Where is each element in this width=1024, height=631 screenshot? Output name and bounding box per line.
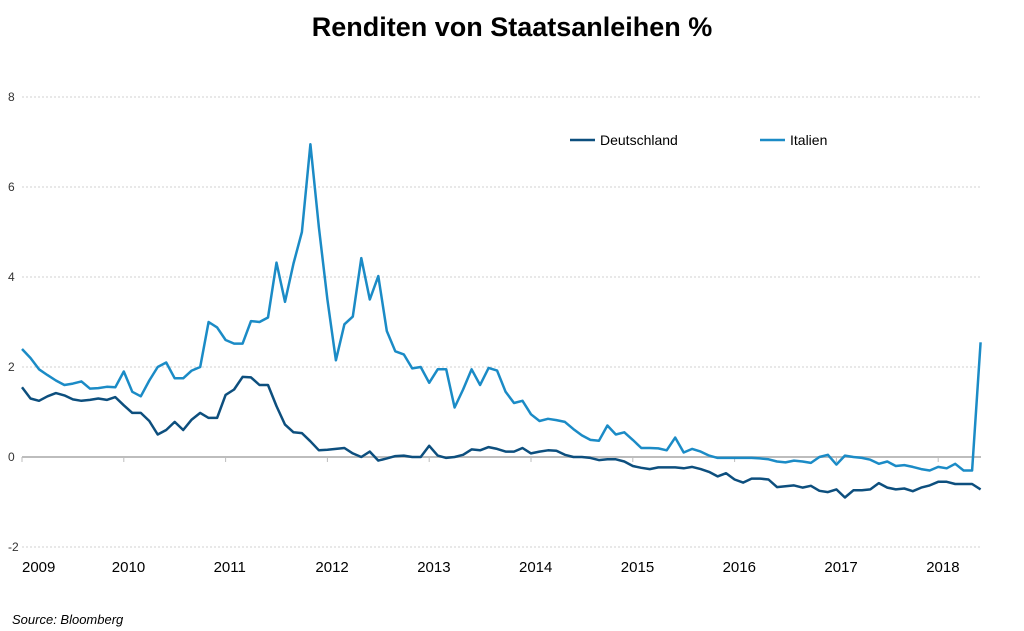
y-tick-label: 0 <box>8 450 15 464</box>
legend-label-italien: Italien <box>790 132 827 148</box>
series-line-deutschland <box>21 375 982 499</box>
y-tick-label: 2 <box>8 360 15 374</box>
legend-label-deutschland: Deutschland <box>600 132 678 148</box>
x-tick-label: 2017 <box>824 559 857 576</box>
y-tick-label: -2 <box>8 540 19 554</box>
x-tick-label: 2018 <box>926 559 959 576</box>
y-tick-label: 6 <box>8 180 15 194</box>
x-tick-label: 2015 <box>621 559 654 576</box>
source-note: Source: Bloomberg <box>12 612 124 627</box>
x-tick-label: 2011 <box>214 559 246 576</box>
x-tick-label: 2016 <box>723 559 756 576</box>
x-tick-label: 2009 <box>22 559 55 576</box>
x-tick-label: 2014 <box>519 559 552 576</box>
x-tick-label: 2012 <box>315 559 348 576</box>
series-line-italien <box>21 143 982 472</box>
x-tick-label: 2010 <box>112 559 145 576</box>
y-tick-label: 8 <box>8 90 15 104</box>
x-tick-label: 2013 <box>417 559 450 576</box>
y-tick-label: 4 <box>8 270 15 284</box>
chart-title: Renditen von Staatsanleihen % <box>311 12 713 42</box>
